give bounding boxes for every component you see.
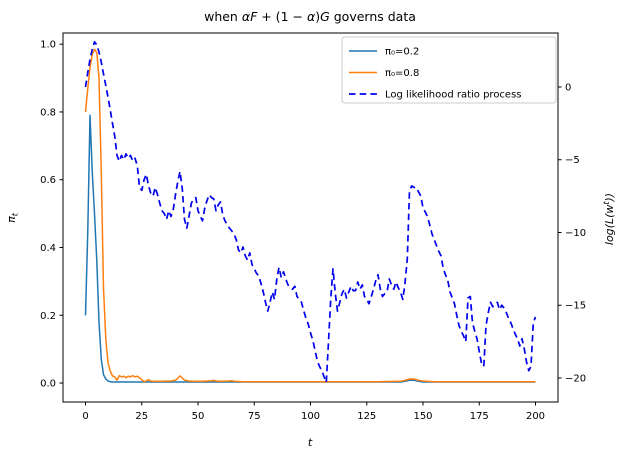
legend-box: [341, 36, 557, 104]
y-left-tick-label: 1.0: [40, 40, 56, 51]
x-tick-label: 0: [82, 411, 88, 422]
y-axis-label-left: πt: [5, 212, 20, 223]
axis-ticks: 0 25 50 75 100 125 150 175 200 0.0 0.2 0.4 0.6 0.8 1.0…: [40, 40, 586, 422]
y-left-tick-label: 0.4: [40, 243, 56, 254]
x-axis-label: t: [308, 436, 313, 449]
chart-title: when αF + (1 − α)G governs data: [204, 9, 416, 24]
x-tick-label: 125: [357, 411, 376, 422]
x-tick-label: 200: [526, 411, 545, 422]
plot-series: [84, 41, 537, 384]
y-left-tick-label: 0.8: [40, 107, 56, 118]
legend-label-0: π₀=0.2: [385, 47, 419, 58]
x-tick-label: 150: [413, 411, 432, 422]
legend-label-2: Log likelihood ratio process: [385, 90, 522, 101]
x-tick-label: 175: [470, 411, 489, 422]
y-left-tick-label: 0.0: [40, 379, 56, 390]
axes-frame: [62, 32, 559, 403]
y-right-tick-label: −20: [565, 373, 586, 384]
y-right-tick-label: −5: [565, 155, 580, 166]
x-tick-label: 75: [248, 411, 261, 422]
legend: π₀=0.2 π₀=0.8 Log likelihood ratio process: [341, 36, 557, 104]
x-tick-label: 25: [135, 411, 148, 422]
y-right-tick-label: −15: [565, 301, 586, 312]
x-tick-label: 50: [192, 411, 205, 422]
y-axis-label-right: log(L(wt)): [602, 193, 616, 245]
y-left-tick-label: 0.2: [40, 311, 56, 322]
legend-label-1: π₀=0.8: [385, 68, 419, 79]
series-line-2: [84, 41, 537, 384]
x-tick-label: 100: [301, 411, 320, 422]
y-right-tick-label: −10: [565, 228, 586, 239]
y-right-tick-label: 0: [565, 82, 571, 93]
series-line-1: [84, 48, 536, 383]
y-left-tick-label: 0.6: [40, 175, 56, 186]
